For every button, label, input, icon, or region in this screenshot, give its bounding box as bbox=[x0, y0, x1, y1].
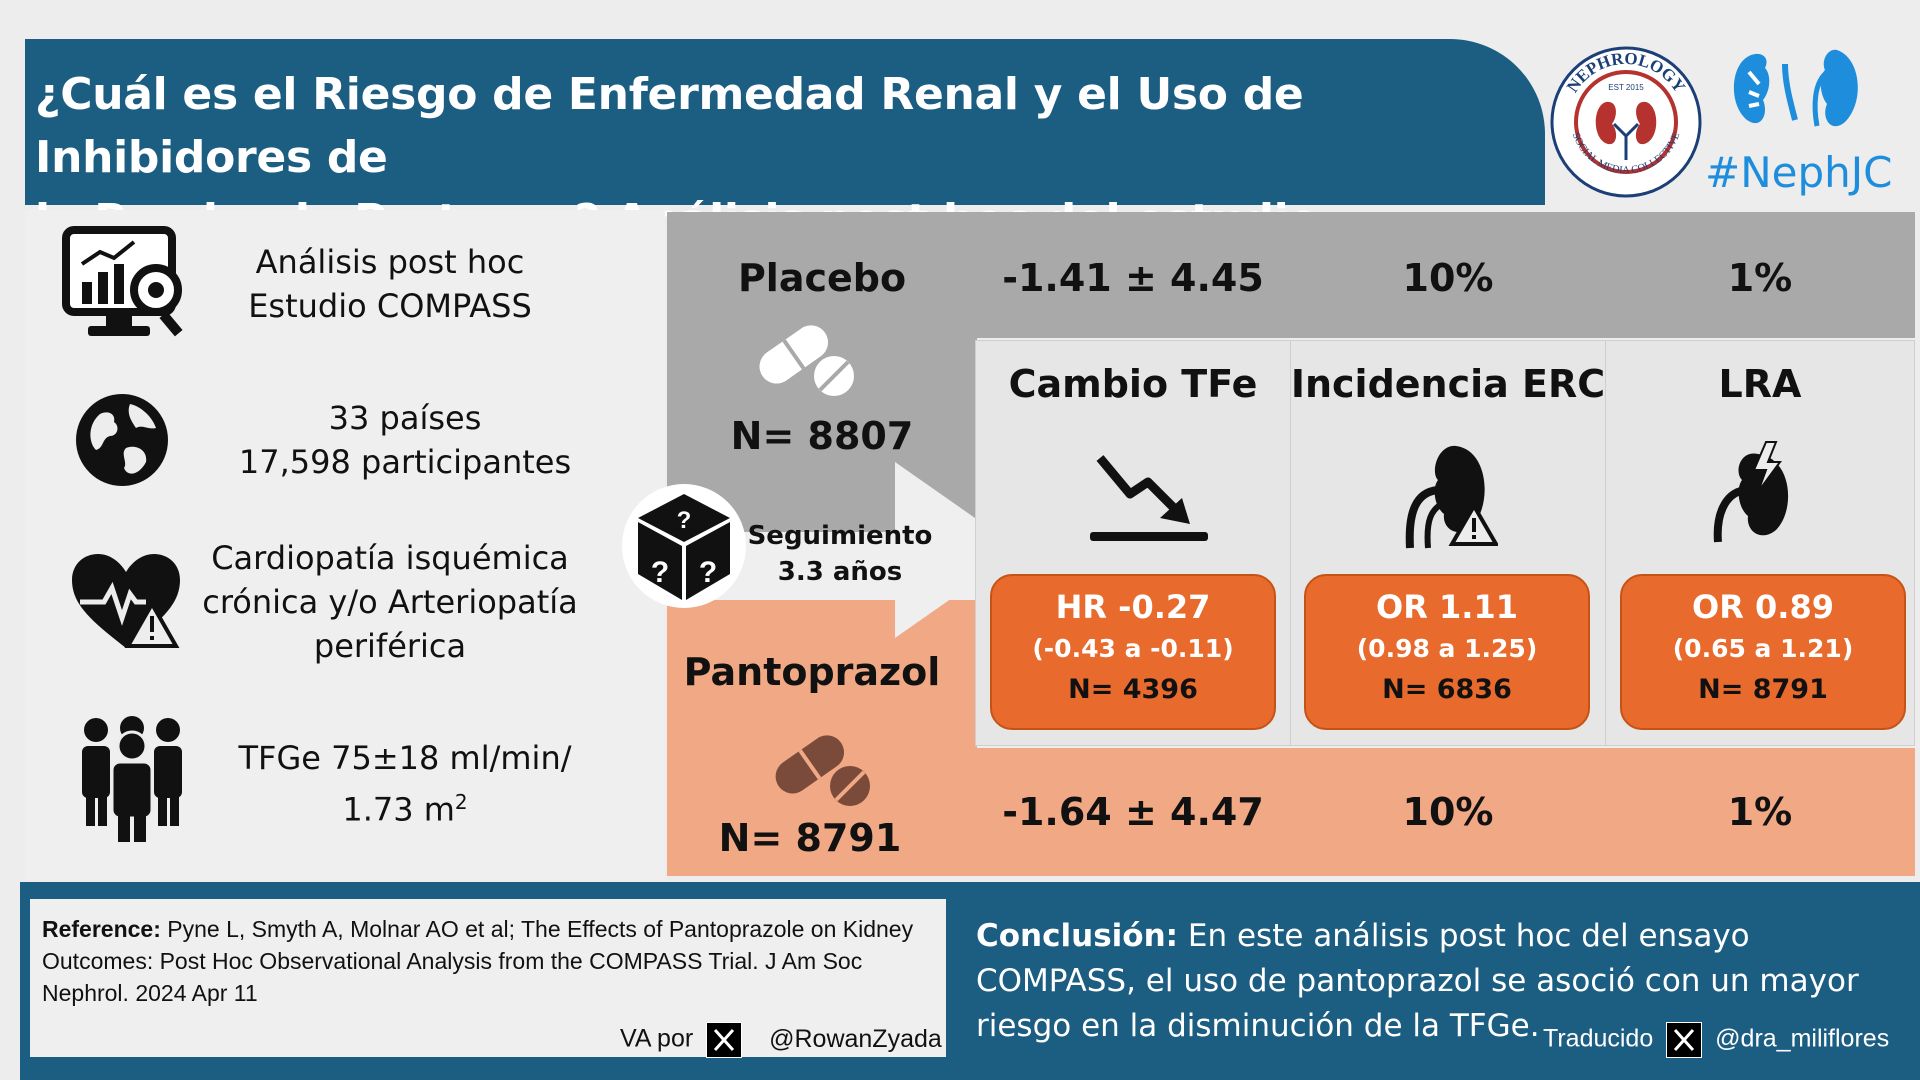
study-line-2: Estudio COMPASS bbox=[248, 287, 532, 325]
result-ckd-n: N= 6836 bbox=[1382, 674, 1512, 705]
pantoprazol-egfr-change: -1.64 ± 4.47 bbox=[1002, 790, 1264, 834]
result-egfr-ci: (-0.43 a -0.11) bbox=[1032, 634, 1234, 663]
svg-text:?: ? bbox=[699, 556, 717, 589]
egfr-line-2: 1.73 m bbox=[342, 790, 455, 829]
kidney-injury-icon bbox=[1713, 441, 1789, 543]
trad-handle[interactable]: @dra_miliflores bbox=[1715, 1024, 1890, 1053]
trend-down-icon bbox=[1090, 455, 1208, 541]
reference-box: Reference: Pyne L, Smyth A, Molnar AO et… bbox=[30, 899, 946, 1057]
result-aki-ci: (0.65 a 1.21) bbox=[1672, 634, 1854, 663]
x-logo-icon bbox=[1666, 1022, 1703, 1058]
va-credit: VA por @RowanZyada bbox=[620, 1022, 942, 1058]
nephjc-hashtag: #NephJC bbox=[1705, 148, 1893, 197]
egfr-superscript: 2 bbox=[454, 790, 468, 814]
x-logo-icon bbox=[706, 1022, 743, 1058]
outcome-title-aki: LRA bbox=[1718, 362, 1802, 406]
countries-line-2: 17,598 participantes bbox=[238, 443, 572, 481]
followup-line-2: 3.3 años bbox=[777, 557, 903, 587]
svg-text:?: ? bbox=[651, 556, 669, 589]
people-group-icon bbox=[82, 716, 182, 842]
heart-warning-icon bbox=[72, 554, 180, 648]
nephrology-logo: NEPHROLOGY SOCIAL MEDIA COLLECTIVE EST 2… bbox=[1550, 46, 1702, 198]
kidney-warning-icon bbox=[1405, 445, 1498, 549]
placebo-aki: 1% bbox=[1727, 256, 1793, 300]
study-design-text: Análisis post hoc Estudio COMPASS bbox=[220, 240, 560, 328]
globe-icon bbox=[76, 394, 168, 486]
va-prefix: VA por bbox=[620, 1024, 694, 1053]
outcome-title-egfr: Cambio TFe bbox=[1008, 362, 1258, 406]
conclusion-label: Conclusión: bbox=[976, 918, 1179, 954]
result-aki-main: OR 0.89 bbox=[1692, 588, 1834, 626]
trad-prefix: Traducido bbox=[1543, 1024, 1654, 1053]
followup-line-1: Seguimiento bbox=[747, 521, 933, 551]
result-ckd-ci: (0.98 a 1.25) bbox=[1356, 634, 1538, 663]
pantoprazol-aki: 1% bbox=[1727, 790, 1793, 834]
result-ckd-main: OR 1.11 bbox=[1376, 588, 1518, 626]
result-egfr-main: HR -0.27 bbox=[1055, 588, 1211, 626]
placebo-ckd: 10% bbox=[1402, 256, 1494, 300]
result-aki-n: N= 8791 bbox=[1698, 674, 1828, 705]
condition-line-3: periférica bbox=[313, 627, 467, 665]
condition-line-1: Cardiopatía isquémica bbox=[211, 539, 569, 577]
placebo-label: Placebo bbox=[737, 256, 907, 300]
countries-text: 33 países 17,598 participantes bbox=[210, 396, 600, 484]
nephjc-kidneys-icon bbox=[1733, 49, 1858, 127]
pantoprazol-pill-icon bbox=[775, 735, 870, 806]
arrow-connector bbox=[895, 462, 975, 638]
outcome-title-ckd: Incidencia ERC bbox=[1290, 362, 1606, 406]
analytics-monitor-icon bbox=[62, 226, 183, 337]
placebo-egfr-change: -1.41 ± 4.45 bbox=[1002, 256, 1264, 300]
egfr-line-1: TFGe 75±18 ml/min/ bbox=[238, 739, 572, 777]
placebo-n: N= 8807 bbox=[730, 414, 914, 458]
reference-text: Pyne L, Smyth A, Molnar AO et al; The Ef… bbox=[42, 916, 914, 1006]
pantoprazol-band bbox=[667, 748, 1915, 876]
placebo-pill-icon bbox=[759, 325, 854, 396]
svg-text:?: ? bbox=[677, 507, 692, 534]
reference-label: Reference: bbox=[42, 916, 161, 942]
pantoprazol-label: Pantoprazol bbox=[683, 650, 941, 694]
condition-text: Cardiopatía isquémica crónica y/o Arteri… bbox=[200, 536, 580, 668]
egfr-baseline-text: TFGe 75±18 ml/min/ 1.73 m2 bbox=[230, 736, 580, 832]
pantoprazol-ckd: 10% bbox=[1402, 790, 1494, 834]
condition-line-2: crónica y/o Arteriopatía bbox=[202, 583, 578, 621]
result-card-ckd: OR 1.11 (0.98 a 1.25) N= 6836 bbox=[1304, 574, 1590, 730]
result-egfr-n: N= 4396 bbox=[1068, 674, 1198, 705]
egfr-line-2-wrap: 1.73 m2 bbox=[230, 780, 580, 832]
result-card-egfr: HR -0.27 (-0.43 a -0.11) N= 4396 bbox=[990, 574, 1276, 730]
dice-question-icon: ? ? ? bbox=[622, 484, 746, 608]
followup-text: Seguimiento 3.3 años bbox=[745, 518, 935, 590]
pantoprazol-n: N= 8791 bbox=[718, 816, 902, 860]
header-banner: ¿Cuál es el Riesgo de Enfermedad Renal y… bbox=[25, 39, 1545, 309]
conclusion-body: En este análisis post hoc del ensayo COM… bbox=[976, 918, 1859, 1044]
study-line-1: Análisis post hoc bbox=[255, 243, 525, 281]
result-card-aki: OR 0.89 (0.65 a 1.21) N= 8791 bbox=[1620, 574, 1906, 730]
countries-line-1: 33 países bbox=[328, 399, 482, 437]
translation-credit: Traducido @dra_miliflores bbox=[1543, 1022, 1889, 1058]
logo-est-text: EST 2015 bbox=[1608, 83, 1644, 92]
title-line-1: ¿Cuál es el Riesgo de Enfermedad Renal y… bbox=[35, 69, 1304, 183]
conclusion-text: Conclusión: En este análisis post hoc de… bbox=[976, 914, 1896, 1049]
va-handle[interactable]: @RowanZyada bbox=[769, 1024, 942, 1053]
